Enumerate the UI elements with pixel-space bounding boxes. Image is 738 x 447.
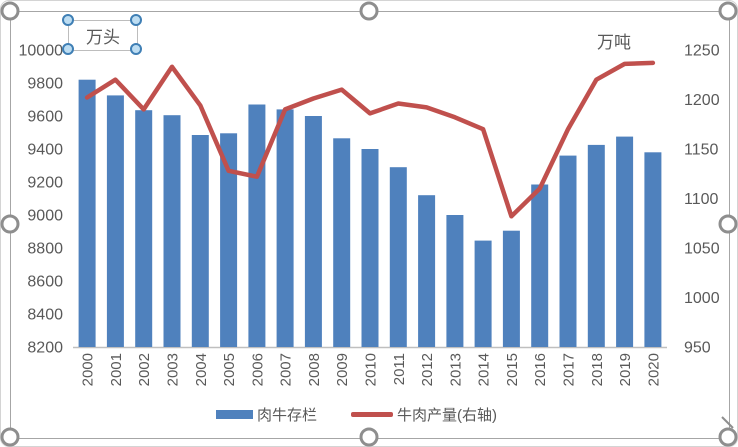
left-axis-tick-9800[interactable]: 9800 — [27, 76, 63, 93]
bar-2007[interactable] — [276, 109, 294, 348]
left-axis-tick-9000[interactable]: 9000 — [27, 208, 63, 225]
resize-handle-bottom-right[interactable] — [718, 427, 738, 447]
x-axis-label-2016[interactable]: 2016 — [532, 353, 549, 386]
legend-item-bar-series[interactable]: 肉牛存栏 — [216, 404, 317, 425]
x-axis-label-2014[interactable]: 2014 — [476, 353, 493, 386]
x-axis-label-2005[interactable]: 2005 — [221, 353, 238, 386]
right-axis-tick-1000[interactable]: 1000 — [684, 290, 720, 307]
bar-2018[interactable] — [587, 144, 605, 347]
bar-2000[interactable] — [78, 79, 96, 347]
bar-2019[interactable] — [616, 136, 634, 347]
x-axis-label-2002[interactable]: 2002 — [136, 353, 153, 386]
bar-2008[interactable] — [304, 116, 322, 347]
bar-2003[interactable] — [163, 115, 181, 347]
x-axis-label-2006[interactable]: 2006 — [249, 353, 266, 386]
legend-label-bar-series: 肉牛存栏 — [257, 406, 318, 424]
x-axis-label-2008[interactable]: 2008 — [306, 353, 323, 386]
bar-2014[interactable] — [474, 240, 492, 347]
resize-handle-bottom-left[interactable] — [0, 427, 20, 447]
x-axis-label-2012[interactable]: 2012 — [419, 353, 436, 386]
bar-2017[interactable] — [559, 155, 577, 347]
left-axis-title-textbox[interactable]: 万头 — [68, 20, 138, 51]
x-axis-label-2015[interactable]: 2015 — [504, 353, 521, 386]
bar-2009[interactable] — [333, 138, 351, 347]
x-axis-label-2000[interactable]: 2000 — [80, 353, 97, 386]
right-axis-tick-1050[interactable]: 1050 — [684, 241, 720, 258]
legend-label-line-series: 牛肉产量(右轴) — [397, 406, 498, 424]
right-axis-tick-1150[interactable]: 1150 — [684, 142, 719, 159]
left-axis-tick-9400[interactable]: 9400 — [27, 142, 63, 159]
legend: 肉牛存栏 牛肉产量(右轴) — [216, 403, 497, 425]
bar-2012[interactable] — [418, 195, 436, 347]
textbox-handle-top-left[interactable] — [62, 14, 74, 26]
bar-series-swatch — [216, 409, 253, 419]
x-axis-label-2020[interactable]: 2020 — [645, 353, 662, 386]
resize-handle-bottom-center[interactable] — [359, 427, 379, 447]
x-axis-label-2004[interactable]: 2004 — [193, 353, 210, 386]
bar-2006[interactable] — [248, 104, 266, 348]
left-axis-title: 万头 — [86, 28, 120, 47]
bar-2001[interactable] — [106, 95, 124, 348]
left-axis-tick-9600[interactable]: 9600 — [27, 109, 63, 126]
right-axis-tick-1200[interactable]: 1200 — [684, 92, 720, 109]
legend-item-line-series[interactable]: 牛肉产量(右轴) — [351, 404, 497, 425]
left-axis-tick-9200[interactable]: 9200 — [27, 175, 63, 192]
left-axis-tick-8800[interactable]: 8800 — [27, 241, 63, 258]
right-axis-title[interactable]: 万吨 — [597, 33, 631, 52]
x-axis-label-2010[interactable]: 2010 — [363, 353, 380, 386]
resize-handle-mid-right[interactable] — [718, 214, 738, 234]
left-axis-tick-10000[interactable]: 10000 — [19, 43, 64, 60]
bar-2020[interactable] — [644, 152, 662, 347]
x-axis-label-2013[interactable]: 2013 — [447, 353, 464, 386]
x-axis-label-2011[interactable]: 2011 — [391, 353, 408, 385]
left-axis-tick-8400[interactable]: 8400 — [27, 307, 63, 324]
bar-2016[interactable] — [531, 184, 549, 348]
x-axis-label-2007[interactable]: 2007 — [278, 353, 295, 386]
textbox-handle-bottom-left[interactable] — [62, 43, 74, 55]
x-axis-label-2001[interactable]: 2001 — [108, 353, 125, 386]
bar-2011[interactable] — [389, 167, 407, 347]
line-series-swatch — [351, 411, 394, 417]
resize-handle-mid-left[interactable] — [0, 214, 20, 234]
x-axis-label-2018[interactable]: 2018 — [589, 353, 606, 386]
textbox-handle-top-right[interactable] — [130, 14, 142, 26]
bar-2004[interactable] — [191, 135, 209, 347]
right-axis-tick-950[interactable]: 950 — [684, 340, 711, 357]
bar-2015[interactable] — [502, 230, 520, 347]
left-axis-tick-8200[interactable]: 8200 — [27, 340, 63, 357]
x-axis-label-2009[interactable]: 2009 — [334, 353, 351, 386]
x-axis-label-2019[interactable]: 2019 — [617, 353, 634, 386]
right-axis-tick-1250[interactable]: 1250 — [684, 43, 720, 60]
bar-2010[interactable] — [361, 149, 379, 347]
left-axis-tick-8600[interactable]: 8600 — [27, 274, 63, 291]
x-axis-label-2017[interactable]: 2017 — [561, 353, 578, 386]
bar-2002[interactable] — [135, 110, 153, 347]
resize-handle-top-left[interactable] — [0, 1, 20, 21]
resize-handle-top-center[interactable] — [359, 1, 379, 21]
bar-2005[interactable] — [220, 133, 238, 347]
bar-2013[interactable] — [446, 215, 464, 347]
right-axis-tick-1100[interactable]: 1100 — [684, 191, 719, 208]
textbox-handle-bottom-right[interactable] — [130, 43, 142, 55]
resize-handle-top-right[interactable] — [718, 1, 738, 21]
x-axis-label-2003[interactable]: 2003 — [165, 353, 182, 386]
line-series[interactable] — [84, 60, 656, 219]
